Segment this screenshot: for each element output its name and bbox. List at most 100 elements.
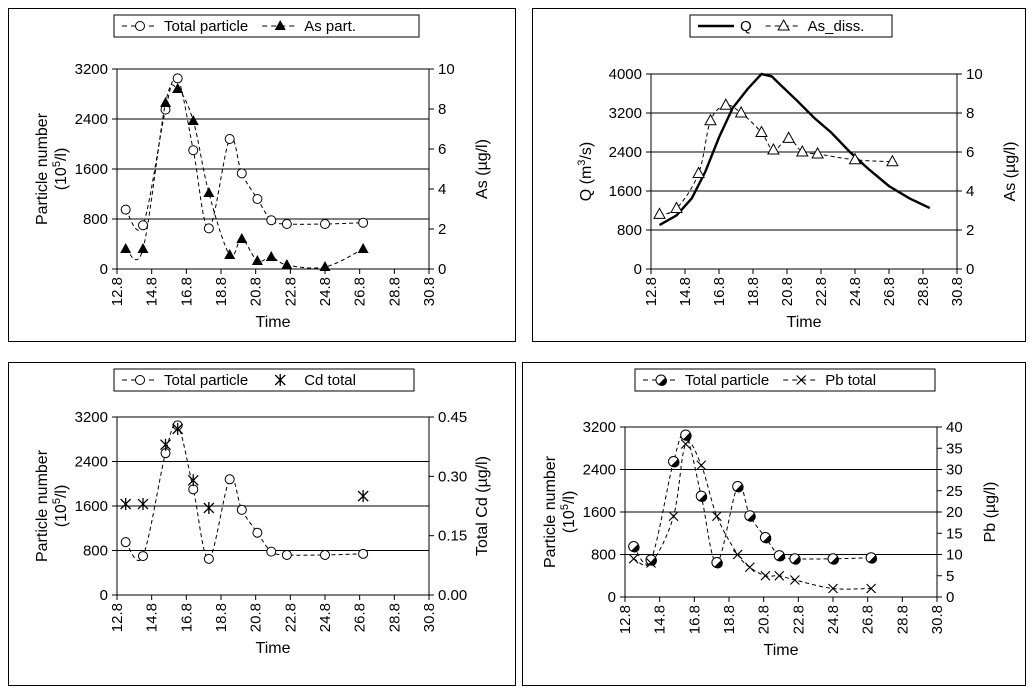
y-tick-label-left: 3200 xyxy=(583,419,616,436)
data-point xyxy=(886,154,899,167)
data-point-fill xyxy=(630,543,640,553)
y-tick-label-right: 0 xyxy=(966,261,974,278)
x-tick-label: 28.8 xyxy=(386,603,403,632)
data-point-fill xyxy=(792,556,801,565)
data-point xyxy=(774,570,785,581)
y-tick-label-right: 2 xyxy=(966,222,974,239)
x-tick-label: 22.8 xyxy=(282,277,299,306)
x-tick-label: 12.8 xyxy=(109,277,126,306)
data-point xyxy=(120,498,132,511)
series-total-particle xyxy=(120,420,369,564)
data-point xyxy=(704,113,717,126)
y-tick-label-left: 2400 xyxy=(75,111,108,128)
legend: Q As_diss. xyxy=(689,14,893,38)
y-tick-label-left: 2400 xyxy=(75,454,108,471)
legend: Total particle Pb total xyxy=(634,368,936,392)
x-tick-label: 14.8 xyxy=(677,277,694,306)
x-tick-label: 14.8 xyxy=(144,277,161,306)
x-tick-label: 24.8 xyxy=(317,603,334,632)
x-tick-label: 24.8 xyxy=(847,277,864,306)
x-tick-label: 22.8 xyxy=(813,277,830,306)
data-point xyxy=(252,194,263,204)
y-axis-label-left: Particle number xyxy=(34,112,51,225)
x-tick-label: 18.8 xyxy=(721,605,738,634)
legend-marker-fill xyxy=(658,377,667,386)
data-point xyxy=(203,501,215,514)
y-axis-unit-left: (105/l) xyxy=(51,485,70,528)
data-point xyxy=(653,207,666,219)
x-tick-label: 22.8 xyxy=(282,603,299,632)
data-point xyxy=(767,143,780,155)
y-tick-label-right: 0.30 xyxy=(438,468,467,485)
data-point xyxy=(811,146,824,159)
data-point xyxy=(719,98,733,110)
x-tick-label: 12.8 xyxy=(109,603,126,632)
x-tick-label: 20.8 xyxy=(756,605,773,634)
data-point xyxy=(692,166,705,178)
chart-panel-bottom-right: 0 800 1600 2400 3200 0 5 10 15 20 25 30 35 40 12.8 14.8… xyxy=(522,362,1026,686)
y-tick-label-left: 1600 xyxy=(75,161,108,178)
chart-panel-bottom-left: 0 800 1600 2400 3200 0.00 0.15 0.30 0.45 12.8 14.8… xyxy=(8,362,516,686)
y-tick-label-right: 0.45 xyxy=(438,409,467,426)
data-point xyxy=(281,259,293,269)
data-point xyxy=(172,83,184,93)
y-tick-label-right: 6 xyxy=(966,144,974,161)
x-axis-label: Time xyxy=(256,640,291,657)
x-axis-label: Time xyxy=(764,642,799,659)
data-point xyxy=(251,255,263,265)
y-tick-label-left: 4000 xyxy=(609,66,642,83)
data-point xyxy=(120,243,132,253)
data-point-fill xyxy=(698,493,708,503)
legend-marker xyxy=(135,375,145,385)
y-tick-label-right: 0.15 xyxy=(438,528,467,545)
data-point xyxy=(138,551,148,562)
data-point-fill xyxy=(670,458,680,468)
data-point xyxy=(319,261,331,271)
x-tick-label: 16.8 xyxy=(178,603,195,632)
data-point xyxy=(187,474,199,487)
data-point xyxy=(224,134,235,144)
legend-marker xyxy=(796,375,807,385)
x-tick-label: 18.8 xyxy=(213,277,230,306)
data-point xyxy=(203,187,215,197)
chart-panel-top-right: 0 800 1600 2400 3200 4000 0 2 4 6 8 10 12.8 14.8 16.8 1… xyxy=(532,8,1026,342)
data-point xyxy=(265,251,277,261)
y-tick-label-right: 5 xyxy=(946,568,954,585)
y-tick-label-left: 800 xyxy=(591,547,616,564)
chart-panel-top-left: 0 800 1600 2400 3200 0 2 4 6 8 10 12.8 14.8 16.8 18.8 2… xyxy=(8,8,516,342)
legend-label: Total particle xyxy=(685,372,769,389)
x-tick-label: 20.8 xyxy=(248,277,265,306)
x-axis-label: Time xyxy=(256,314,291,331)
series-line xyxy=(658,72,931,227)
y-tick-label-right: 35 xyxy=(946,440,963,457)
y-tick-label-right: 15 xyxy=(946,525,963,542)
y-tick-label-right: 30 xyxy=(946,462,963,479)
data-point xyxy=(236,233,248,243)
data-point xyxy=(266,546,277,557)
data-point xyxy=(734,105,748,118)
series-pb-total xyxy=(628,439,877,594)
data-point xyxy=(172,73,183,84)
x-tick-label: 12.8 xyxy=(617,605,634,634)
x-tick-label: 12.8 xyxy=(643,277,660,306)
x-tick-label: 16.8 xyxy=(178,277,195,306)
legend-label: Cd total xyxy=(304,372,356,389)
data-point xyxy=(357,490,369,503)
data-point xyxy=(137,243,149,253)
y-tick-label-left: 0 xyxy=(634,261,642,278)
legend-label: Q xyxy=(740,18,752,35)
chart-svg: 0 800 1600 2400 3200 0 2 4 6 8 10 12.8 14.8 16.8 18.8 2… xyxy=(34,14,491,331)
y-axis-unit-left: (105/l) xyxy=(51,148,70,191)
x-tick-label: 30.8 xyxy=(421,603,438,632)
x-tick-label: 28.8 xyxy=(386,277,403,306)
data-point xyxy=(680,439,691,449)
data-point-fill xyxy=(714,559,723,569)
data-point xyxy=(203,553,214,564)
data-point xyxy=(281,219,292,229)
y-tick-label-right: 8 xyxy=(966,105,974,122)
legend-label: As part. xyxy=(304,18,356,35)
y-axis-label-left: Q (m3/s) xyxy=(576,142,595,201)
data-point xyxy=(137,498,149,511)
series-line xyxy=(633,433,872,565)
data-point xyxy=(236,504,247,515)
